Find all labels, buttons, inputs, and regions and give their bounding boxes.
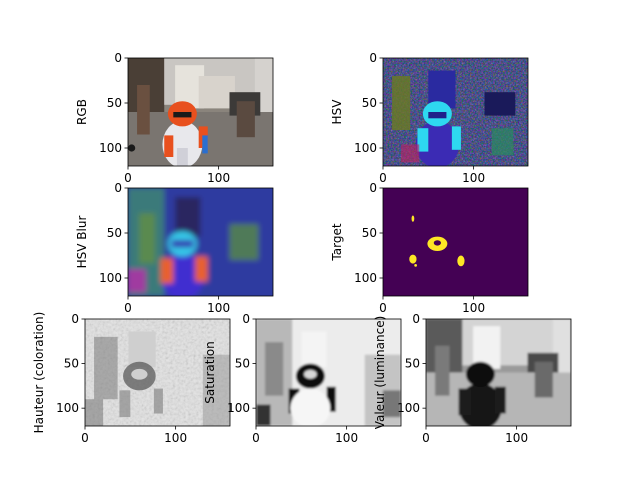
axes-frame	[255, 318, 402, 427]
y-axis-label: Target	[330, 223, 344, 261]
x-tick-label: 0	[252, 431, 260, 445]
y-axis-label: Valeur (luminance)	[373, 316, 387, 430]
y-tick-label: 0	[114, 181, 122, 195]
y-axis-label: HSV Blur	[75, 216, 89, 269]
axes-frame	[84, 318, 231, 427]
y-tick-label: 50	[362, 226, 377, 240]
y-tick-label: 0	[369, 181, 377, 195]
y-tick-label: 100	[354, 141, 377, 155]
y-axis-label: Hauteur (coloration)	[32, 312, 46, 434]
x-tick-label: 100	[462, 171, 485, 185]
x-tick-label: 0	[422, 431, 430, 445]
y-tick-label: 100	[397, 401, 420, 415]
image-rgb-photo	[128, 58, 273, 166]
y-tick-label: 0	[369, 51, 377, 65]
y-axis-label: RGB	[75, 99, 89, 125]
y-tick-label: 100	[99, 271, 122, 285]
x-tick-label: 100	[207, 301, 230, 315]
y-tick-label: 50	[64, 357, 79, 371]
axes-frame	[382, 57, 529, 167]
x-tick-label: 100	[164, 431, 187, 445]
axes-frame	[382, 187, 529, 297]
y-tick-label: 50	[405, 357, 420, 371]
subplot-grid: 0 100 0 50 100 RGB 0 100 0 50 100 HSV 0 100 0 50 100 HSV …	[32, 51, 574, 445]
y-tick-label: 100	[56, 401, 79, 415]
x-tick-label: 0	[81, 431, 89, 445]
x-tick-label: 100	[462, 301, 485, 315]
subplot-5: 0 100 0 50 100 Hauteur (coloration)	[32, 312, 231, 445]
y-tick-label: 0	[412, 312, 420, 326]
axes-frame	[127, 57, 274, 167]
y-tick-label: 50	[362, 96, 377, 110]
y-tick-label: 100	[99, 141, 122, 155]
subplot-2: 0 100 0 50 100 HSV	[330, 51, 529, 185]
subplot-1: 0 100 0 50 100 RGB	[75, 51, 274, 185]
subplot-3: 0 100 0 50 100 HSV Blur	[75, 181, 279, 315]
y-axis-label: HSV	[330, 99, 344, 125]
subplot-6: 0 100 0 50 100 Saturation	[203, 312, 402, 445]
x-tick-label: 100	[505, 431, 528, 445]
x-tick-label: 100	[207, 171, 230, 185]
image-binary-mask-viridis	[383, 188, 528, 296]
y-tick-label: 50	[107, 226, 122, 240]
image-value-channel-gray	[422, 315, 574, 429]
x-tick-label: 0	[124, 301, 132, 315]
y-tick-label: 50	[107, 96, 122, 110]
y-tick-label: 0	[114, 51, 122, 65]
y-axis-label: Saturation	[203, 341, 217, 404]
image-hsv-blurred	[123, 183, 279, 302]
x-tick-label: 0	[379, 301, 387, 315]
y-tick-label: 100	[227, 401, 250, 415]
y-tick-label: 100	[354, 271, 377, 285]
y-tick-label: 50	[235, 357, 250, 371]
subplot-4: 0 100 0 50 100 Target	[330, 181, 529, 315]
y-tick-label: 0	[71, 312, 79, 326]
subplot-7: 0 100 0 50 100 Valeur (luminance)	[373, 312, 574, 445]
y-tick-label: 0	[242, 312, 250, 326]
image-hsv-false-color	[383, 58, 528, 168]
axes-frame	[425, 318, 572, 427]
axes-frame	[127, 187, 274, 297]
x-tick-label: 0	[124, 171, 132, 185]
x-tick-label: 0	[379, 171, 387, 185]
x-tick-label: 100	[335, 431, 358, 445]
